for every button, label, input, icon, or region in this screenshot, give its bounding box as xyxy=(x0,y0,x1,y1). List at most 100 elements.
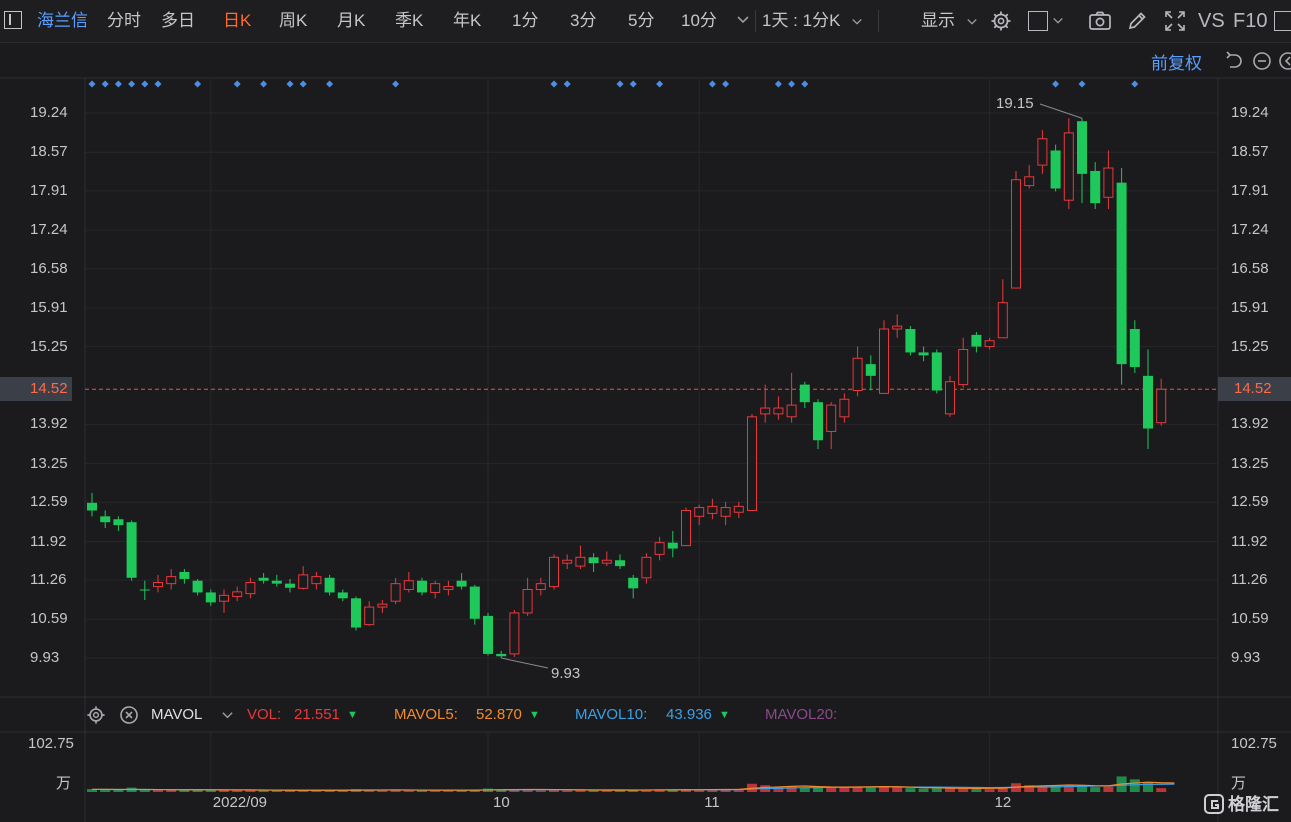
volume-bar xyxy=(390,790,401,792)
volume-indicator-bar: MAVOL VOL: 21.551 ▼ MAVOL5: 52.870 ▼ MAV… xyxy=(0,698,1218,732)
volume-bar xyxy=(245,790,256,792)
price-tick-label: 19.24 xyxy=(1231,104,1269,121)
volume-bar xyxy=(984,789,995,792)
chart-subbar: 前复权 xyxy=(0,43,1291,77)
zoom-out-icon[interactable] xyxy=(1252,51,1272,71)
candle-body xyxy=(1050,150,1061,189)
event-marker xyxy=(550,80,558,88)
candle-body xyxy=(430,583,441,593)
candle-body xyxy=(245,581,256,595)
volume-bar xyxy=(931,788,942,792)
candle-body xyxy=(667,542,678,549)
event-marker xyxy=(260,80,268,88)
candle-body xyxy=(905,329,916,353)
price-axis-left: 19.24 18.57 17.91 17.24 16.58 15.91 15.25 13.92… xyxy=(0,78,84,698)
volume-bar xyxy=(549,789,559,792)
candle-body xyxy=(483,615,493,654)
candle-body xyxy=(971,334,982,347)
panel-toggle-icon[interactable] xyxy=(1274,11,1291,31)
event-marker xyxy=(194,80,202,88)
period-tab[interactable]: 5分 xyxy=(628,11,655,30)
volume-bar xyxy=(1063,784,1074,792)
candle-body xyxy=(509,612,520,655)
event-marker xyxy=(774,80,782,88)
period-tab[interactable]: 分时 xyxy=(107,11,141,30)
candle-body xyxy=(786,404,797,418)
vs-compare-button[interactable]: VS xyxy=(1198,10,1225,32)
date-tick-label: 12 xyxy=(994,794,1012,811)
indicator-name[interactable]: MAVOL xyxy=(151,706,203,723)
period-tab[interactable]: 3分 xyxy=(570,11,597,30)
low-annotation-line xyxy=(501,657,549,669)
volume-bar xyxy=(285,790,295,792)
chevron-down-icon[interactable] xyxy=(221,709,234,722)
display-menu[interactable]: 显示 xyxy=(921,0,978,42)
candle-body xyxy=(100,516,111,523)
chevron-down-icon[interactable] xyxy=(736,13,750,27)
stock-name[interactable]: 海兰信 xyxy=(37,11,88,30)
volume-bar xyxy=(562,790,573,792)
settings-gear-icon[interactable] xyxy=(86,705,106,725)
price-tick-label: 16.58 xyxy=(1231,259,1269,277)
period-tab[interactable]: 季K xyxy=(395,11,424,30)
volume-bar xyxy=(311,790,322,792)
volume-bar xyxy=(1011,783,1021,792)
close-icon[interactable] xyxy=(119,705,139,725)
scroll-left-icon[interactable] xyxy=(1278,51,1291,71)
price-tick-label: 11.92 xyxy=(1231,532,1268,550)
candle-body xyxy=(747,416,757,511)
event-marker xyxy=(299,80,307,88)
candle-body xyxy=(997,302,1008,339)
volume-bar xyxy=(1143,782,1153,792)
event-marker xyxy=(722,80,730,88)
display-label: 显示 xyxy=(921,11,955,30)
event-marker xyxy=(326,80,334,88)
period-tab[interactable]: 多日 xyxy=(161,11,195,30)
volume-bar xyxy=(166,789,177,792)
range-select[interactable]: 1天 : 1分K xyxy=(762,0,863,42)
candle-body xyxy=(707,505,718,514)
volume-bar xyxy=(417,790,427,792)
candle-body xyxy=(166,576,177,585)
chevron-down-icon[interactable] xyxy=(1052,14,1064,26)
candle-body xyxy=(562,559,573,564)
candle-body xyxy=(456,580,467,587)
volume-bar xyxy=(1103,786,1114,792)
camera-icon[interactable] xyxy=(1088,10,1112,32)
volume-bar xyxy=(1129,779,1140,792)
candle-body xyxy=(588,557,599,564)
sidebar-toggle-icon[interactable] xyxy=(4,11,22,29)
undo-icon[interactable] xyxy=(1224,51,1244,71)
price-tick-label: 12.59 xyxy=(1231,493,1269,511)
candle-body xyxy=(549,556,559,588)
volume-bar xyxy=(403,790,414,792)
f10-button[interactable]: F10 xyxy=(1233,10,1268,32)
range-select-label: 1天 : 1分K xyxy=(762,11,841,30)
period-tab[interactable]: 周K xyxy=(279,11,308,30)
settings-gear-icon[interactable] xyxy=(990,10,1012,32)
candle-body xyxy=(628,577,639,589)
adjust-mode-button[interactable]: 前复权 xyxy=(1151,54,1202,73)
price-tick-label: 15.91 xyxy=(1231,298,1269,316)
price-tick-label: 17.24 xyxy=(30,221,68,239)
period-tab[interactable]: 年K xyxy=(453,11,482,30)
date-tick-label: 10 xyxy=(493,794,510,811)
period-tab[interactable]: 日K xyxy=(223,11,252,30)
period-tab[interactable]: 10分 xyxy=(681,11,717,30)
volume-bar xyxy=(179,790,190,792)
layout-square-icon[interactable] xyxy=(1028,11,1048,31)
volume-bar xyxy=(1116,776,1127,792)
toolbar-divider xyxy=(755,10,756,32)
mavol5-line xyxy=(91,781,1175,791)
volume-max-label-right: 102.75 xyxy=(1231,735,1277,752)
volume-bar xyxy=(430,790,441,792)
period-tab[interactable]: 1分 xyxy=(512,11,539,30)
candle-body xyxy=(694,507,705,517)
price-tick-label: 10.59 xyxy=(1231,610,1269,628)
fullscreen-icon[interactable] xyxy=(1164,10,1186,32)
period-tab[interactable]: 月K xyxy=(337,11,366,30)
pencil-icon[interactable] xyxy=(1126,10,1148,32)
gelonghui-logo: 格隆汇 xyxy=(1204,793,1288,815)
price-tick-label: 13.92 xyxy=(1231,415,1269,433)
high-annotation-label: 19.15 xyxy=(996,95,1034,112)
